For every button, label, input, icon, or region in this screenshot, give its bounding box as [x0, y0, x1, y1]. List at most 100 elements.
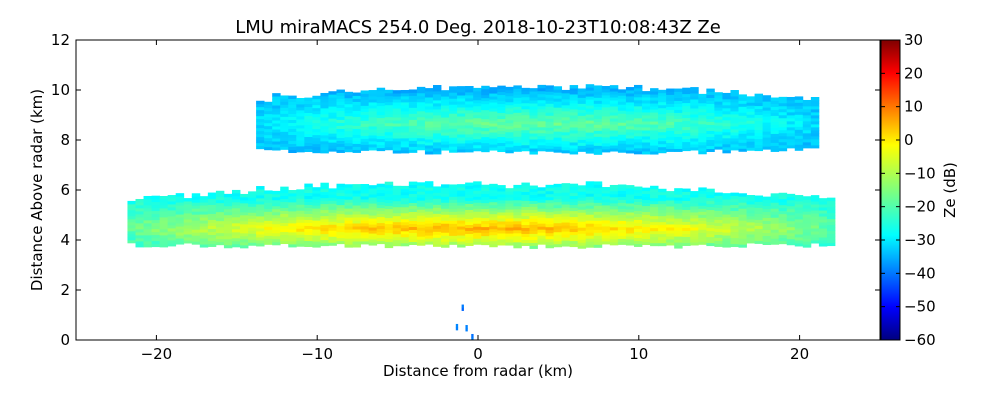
reflectivity-cell — [376, 87, 386, 92]
reflectivity-cell — [730, 135, 739, 139]
reflectivity-cell — [609, 235, 619, 240]
reflectivity-cell — [561, 189, 571, 193]
reflectivity-cell — [489, 231, 498, 236]
reflectivity-cell — [473, 135, 482, 140]
reflectivity-cell — [473, 214, 482, 218]
reflectivity-cell — [682, 188, 691, 192]
reflectivity-cell — [609, 214, 619, 219]
reflectivity-cell — [449, 119, 458, 123]
reflectivity-cell — [521, 144, 530, 149]
reflectivity-cell — [666, 88, 675, 92]
reflectivity-cell — [352, 193, 362, 197]
reflectivity-cell — [400, 140, 410, 145]
reflectivity-cell — [376, 117, 386, 122]
reflectivity-cell — [392, 138, 402, 142]
reflectivity-cell — [585, 181, 595, 185]
reflectivity-cell — [754, 138, 764, 143]
reflectivity-cell — [416, 212, 426, 216]
reflectivity-cell — [601, 143, 611, 147]
reflectivity-cell — [432, 198, 442, 202]
reflectivity-cell — [786, 205, 796, 210]
reflectivity-cell — [497, 133, 506, 138]
reflectivity-cell — [722, 235, 731, 239]
reflectivity-cell — [368, 135, 378, 139]
reflectivity-cell — [722, 140, 731, 145]
reflectivity-cell — [577, 206, 587, 210]
reflectivity-cell — [296, 109, 305, 114]
reflectivity-cell — [481, 187, 490, 192]
reflectivity-cell — [642, 196, 651, 201]
reflectivity-cell — [223, 235, 233, 240]
reflectivity-cell — [601, 86, 611, 90]
reflectivity-cell — [392, 212, 402, 217]
reflectivity-cell — [376, 129, 386, 134]
reflectivity-cell — [360, 232, 370, 236]
reflectivity-cell — [666, 106, 675, 110]
reflectivity-cell — [810, 133, 820, 137]
reflectivity-cell — [609, 190, 619, 195]
reflectivity-cell — [722, 146, 731, 151]
reflectivity-cell — [674, 227, 683, 231]
reflectivity-cell — [706, 191, 715, 196]
reflectivity-cell — [593, 196, 603, 200]
reflectivity-cell — [191, 226, 201, 230]
reflectivity-cell — [682, 138, 691, 143]
reflectivity-cell — [360, 220, 370, 224]
reflectivity-cell — [802, 111, 812, 116]
reflectivity-cell — [231, 207, 241, 212]
reflectivity-cell — [698, 96, 707, 101]
reflectivity-cell — [352, 223, 362, 227]
reflectivity-cell — [344, 136, 353, 141]
reflectivity-cell — [143, 216, 152, 221]
reflectivity-cell — [625, 141, 635, 145]
reflectivity-cell — [304, 225, 313, 229]
reflectivity-cell — [368, 236, 378, 240]
reflectivity-cell — [746, 141, 755, 145]
reflectivity-cell — [344, 130, 353, 135]
reflectivity-cell — [794, 120, 804, 124]
reflectivity-cell — [384, 211, 394, 216]
reflectivity-cell — [457, 193, 466, 197]
reflectivity-cell — [336, 101, 345, 105]
reflectivity-cell — [240, 202, 249, 207]
reflectivity-cell — [376, 195, 386, 200]
reflectivity-cell — [770, 229, 780, 233]
reflectivity-cell — [240, 226, 249, 231]
reflectivity-cell — [730, 99, 739, 103]
reflectivity-cell — [497, 130, 506, 135]
reflectivity-cell — [473, 129, 482, 134]
reflectivity-cell — [344, 118, 353, 123]
reflectivity-cell — [730, 123, 739, 127]
reflectivity-cell — [223, 229, 233, 234]
reflectivity-cell — [818, 210, 828, 214]
reflectivity-cell — [642, 94, 651, 98]
reflectivity-cell — [786, 241, 796, 246]
reflectivity-cell — [304, 213, 313, 217]
reflectivity-cell — [778, 198, 788, 203]
reflectivity-cell — [400, 209, 410, 214]
reflectivity-cell — [738, 109, 747, 113]
reflectivity-cell — [336, 198, 345, 203]
reflectivity-cell — [296, 234, 305, 238]
reflectivity-cell — [449, 199, 458, 203]
reflectivity-cell — [666, 133, 675, 137]
reflectivity-cell — [658, 128, 667, 133]
reflectivity-cell — [698, 217, 707, 221]
reflectivity-cell — [215, 226, 225, 231]
reflectivity-cell — [449, 223, 458, 227]
reflectivity-cell — [674, 94, 683, 98]
reflectivity-cell — [786, 202, 796, 207]
reflectivity-cell — [794, 132, 804, 136]
reflectivity-cell — [658, 125, 667, 130]
reflectivity-cell — [384, 137, 394, 142]
reflectivity-cell — [199, 223, 209, 227]
reflectivity-cell — [328, 236, 337, 240]
reflectivity-cell — [593, 136, 603, 140]
reflectivity-cell — [264, 101, 273, 106]
reflectivity-cell — [497, 221, 506, 225]
reflectivity-cell — [810, 130, 820, 134]
reflectivity-cell — [489, 183, 498, 188]
reflectivity-cell — [489, 120, 498, 124]
reflectivity-cell — [167, 213, 177, 217]
reflectivity-cell — [762, 101, 772, 105]
